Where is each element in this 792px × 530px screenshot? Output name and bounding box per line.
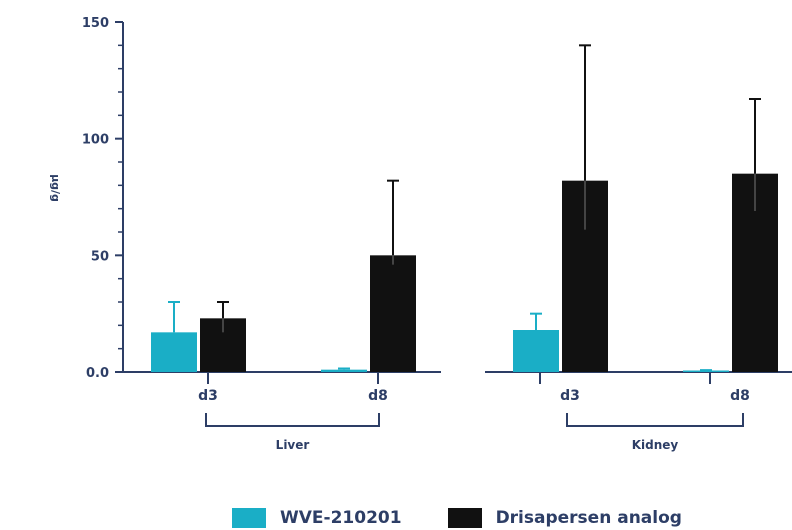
legend-label-drisapersen: Drisapersen analog [495, 508, 682, 528]
legend-swatch-drisapersen [447, 508, 482, 528]
x-tick-label: d3 [560, 388, 580, 404]
legend-item-wve: WVE-210201 [232, 508, 402, 528]
x-tick-label: d8 [730, 388, 750, 404]
bar-wve [321, 369, 367, 372]
group-label: Liver [276, 438, 310, 452]
y-tick-label: 0.0 [86, 366, 109, 381]
group-label: Kidney [632, 438, 679, 452]
bar-wve [683, 370, 729, 372]
bar-wve [513, 330, 559, 372]
y-tick-label: 100 [82, 133, 109, 148]
group-bracket [566, 413, 744, 427]
y-axis-label: µg/g [49, 174, 62, 202]
chart: 0.0 50 100 150 µg/g d3 d8 d3 d8 Liver Kidney [49, 16, 792, 452]
bar-wve [151, 332, 197, 372]
x-tick-label: d3 [198, 388, 218, 404]
bar-drisapersen [370, 255, 416, 372]
y-tick-label: 150 [82, 16, 109, 31]
legend-swatch-wve [232, 508, 266, 528]
group-bracket [205, 413, 380, 427]
legend-label-wve: WVE-210201 [280, 508, 402, 528]
x-tick-label: d8 [368, 388, 388, 404]
y-tick-label: 50 [91, 249, 109, 264]
legend: WVE-210201 Drisapersen analog [232, 508, 728, 528]
legend-item-drisapersen: Drisapersen analog [447, 508, 682, 528]
